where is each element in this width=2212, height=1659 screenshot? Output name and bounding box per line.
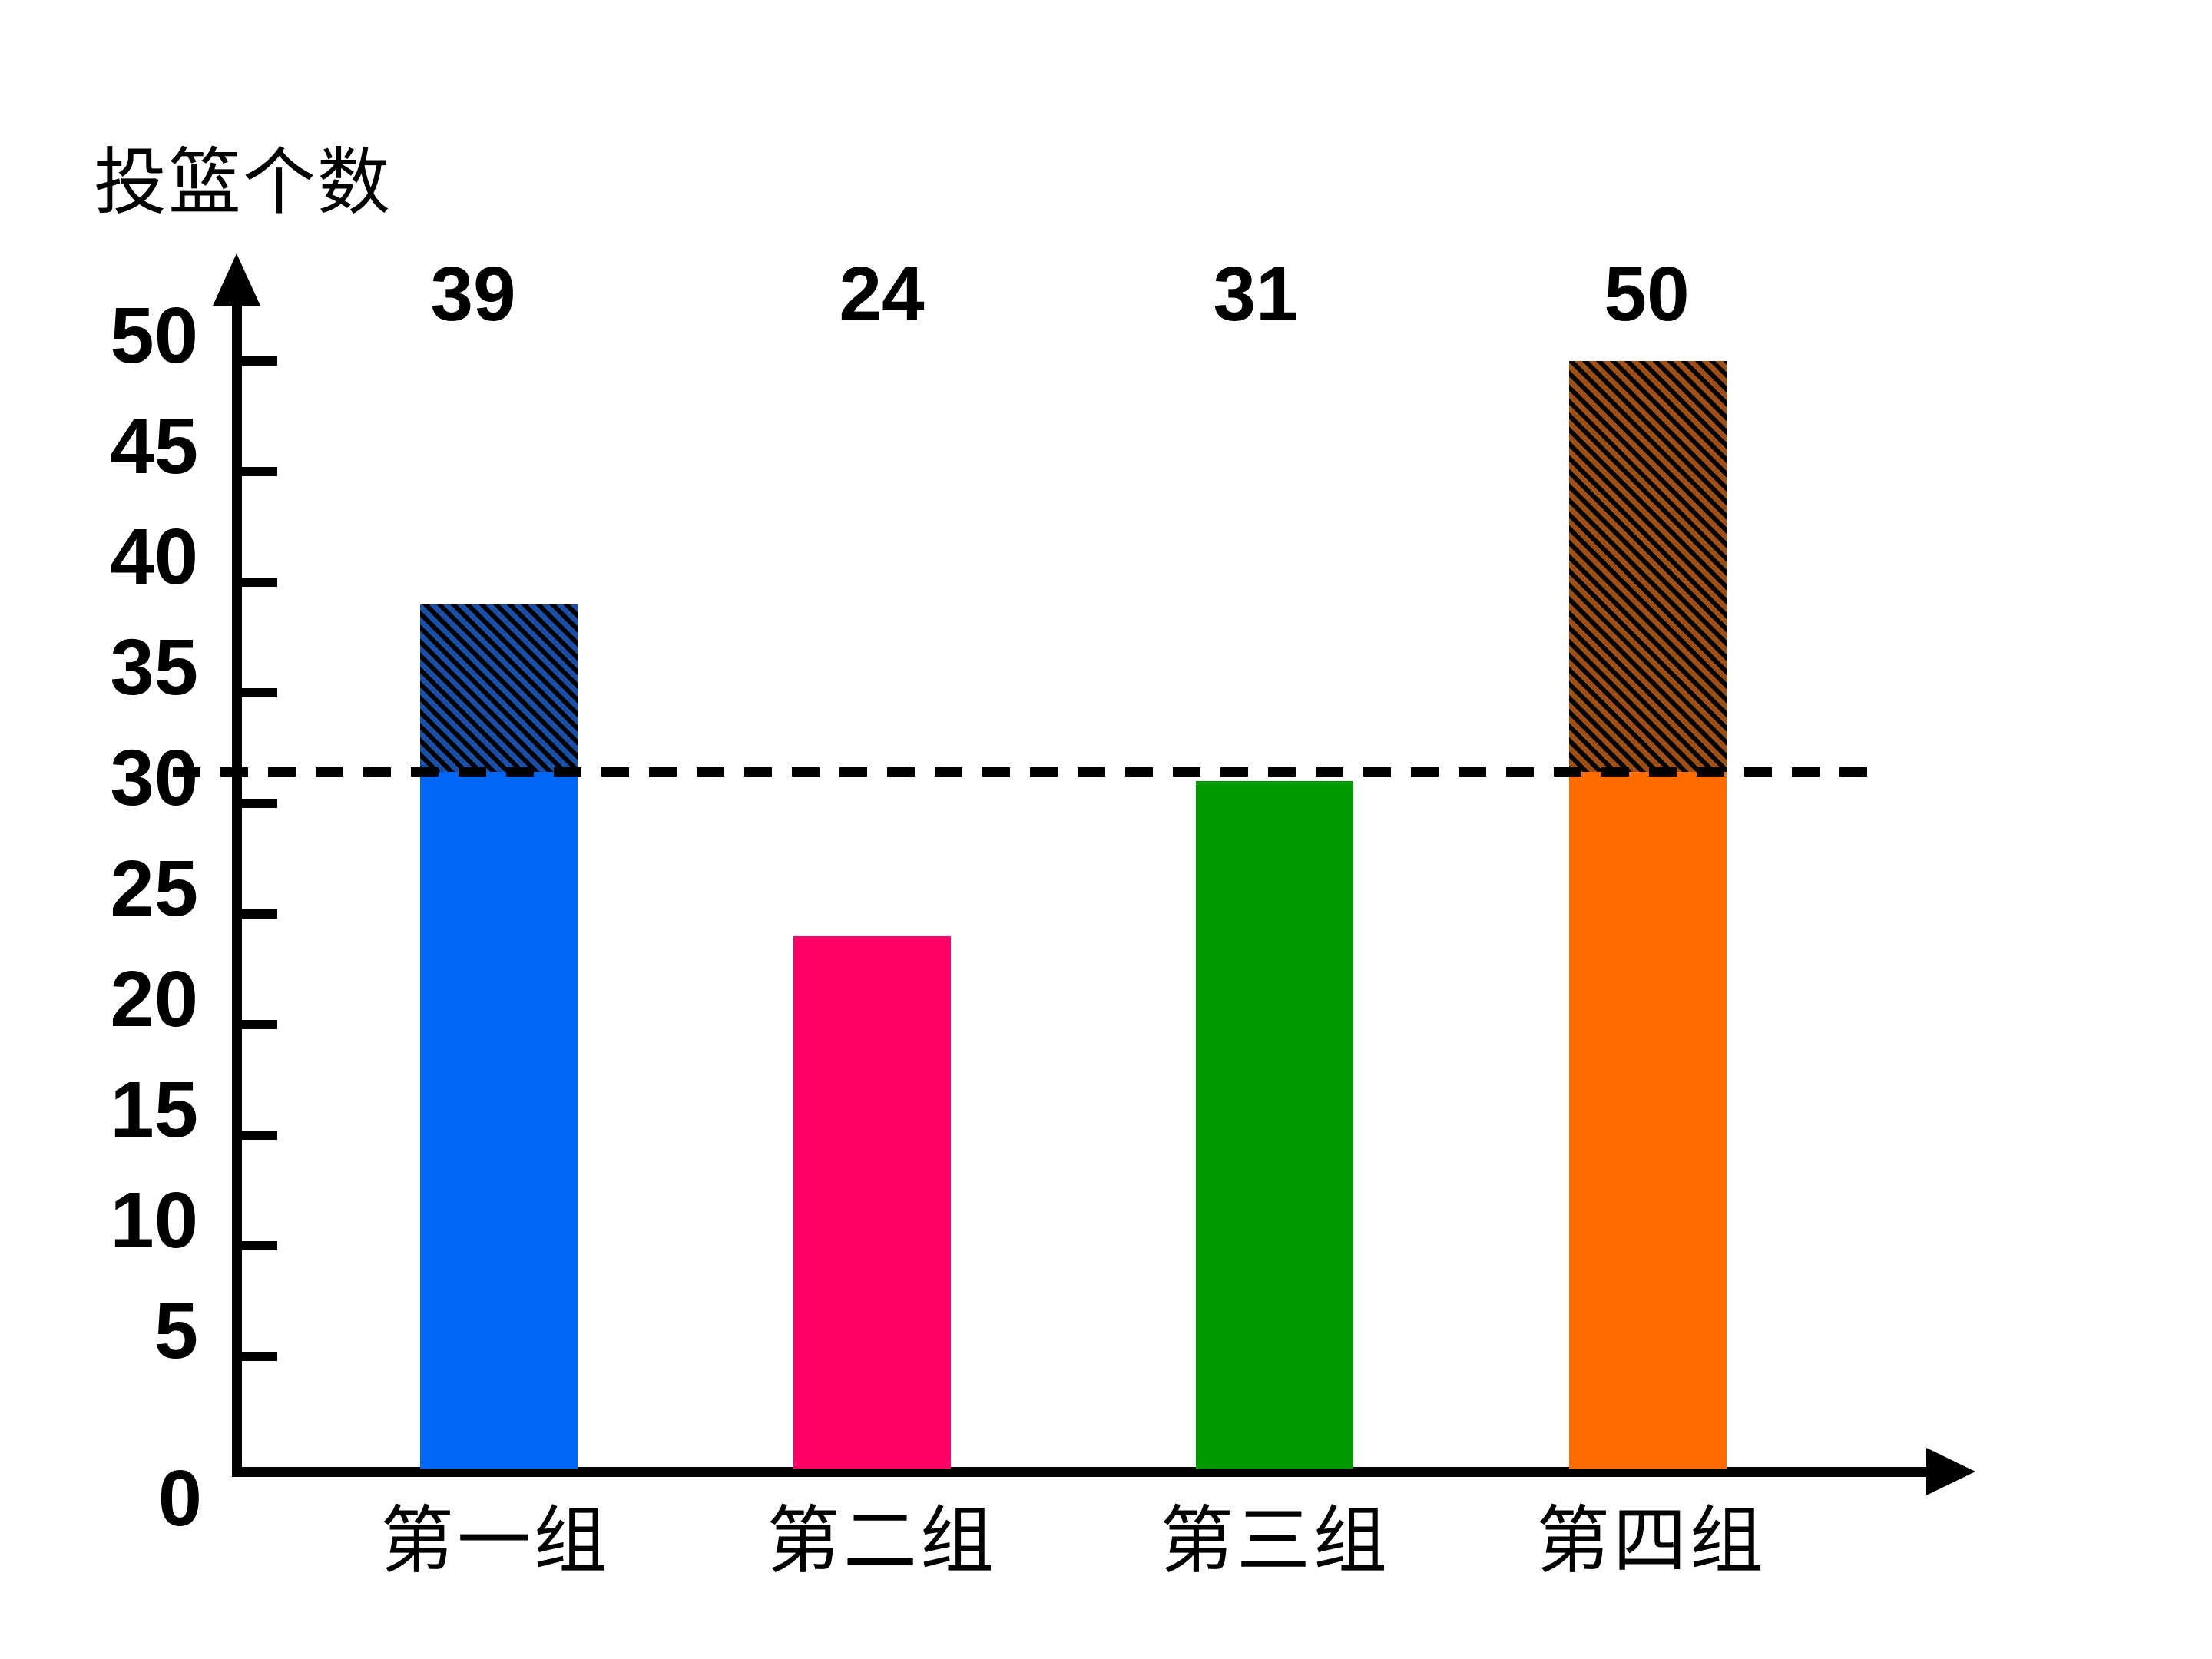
value-label-第三组: 31 <box>1213 251 1299 337</box>
y-tick-mark-20 <box>242 1020 277 1029</box>
value-label-第二组: 24 <box>839 251 925 337</box>
value-label-第一组: 39 <box>430 251 516 337</box>
y-tick-mark-40 <box>242 578 277 587</box>
hatch-overlay-第四组 <box>1569 361 1727 772</box>
y-tick-label-25: 25 <box>110 844 198 932</box>
bar-第三组 <box>1196 781 1353 1469</box>
y-tick-mark-15 <box>242 1131 277 1140</box>
y-tick-label-50: 50 <box>110 291 198 379</box>
y-tick-label-35: 35 <box>110 623 198 711</box>
y-tick-mark-45 <box>242 467 277 476</box>
y-tick-mark-10 <box>242 1241 277 1250</box>
value-label-第四组: 50 <box>1604 251 1690 337</box>
category-label-3: 第三组 <box>1160 1500 1390 1582</box>
chart-title: 投篮个数 <box>94 142 392 224</box>
y-tick-label-15: 15 <box>110 1065 198 1154</box>
bar-第四组 <box>1569 361 1727 1469</box>
y-tick-mark-50 <box>242 356 277 366</box>
y-tick-label-5: 5 <box>154 1286 198 1375</box>
y-tick-label-0: 0 <box>157 1454 202 1542</box>
y-tick-label-20: 20 <box>110 955 198 1043</box>
bar-第一组 <box>420 604 578 1469</box>
dashed-average-line <box>173 767 1876 777</box>
y-tick-mark-5 <box>242 1352 277 1361</box>
bar-第二组 <box>793 935 951 1469</box>
y-tick-label-40: 40 <box>110 512 198 601</box>
y-axis-arrow-icon <box>213 253 260 306</box>
y-tick-label-10: 10 <box>110 1176 198 1264</box>
category-label-1: 第一组 <box>380 1500 611 1582</box>
y-tick-mark-30 <box>242 799 277 808</box>
hatch-overlay-第一组 <box>420 604 578 772</box>
y-tick-mark-25 <box>242 909 277 919</box>
y-tick-label-45: 45 <box>110 402 198 490</box>
y-tick-mark-35 <box>242 688 277 697</box>
y-tick-label-30: 30 <box>110 733 198 822</box>
category-label-4: 第四组 <box>1536 1500 1767 1582</box>
x-axis-arrow-icon <box>1926 1448 1975 1495</box>
y-axis-line <box>232 275 242 1477</box>
category-label-2: 第二组 <box>767 1500 997 1582</box>
x-axis-line <box>232 1467 1952 1477</box>
